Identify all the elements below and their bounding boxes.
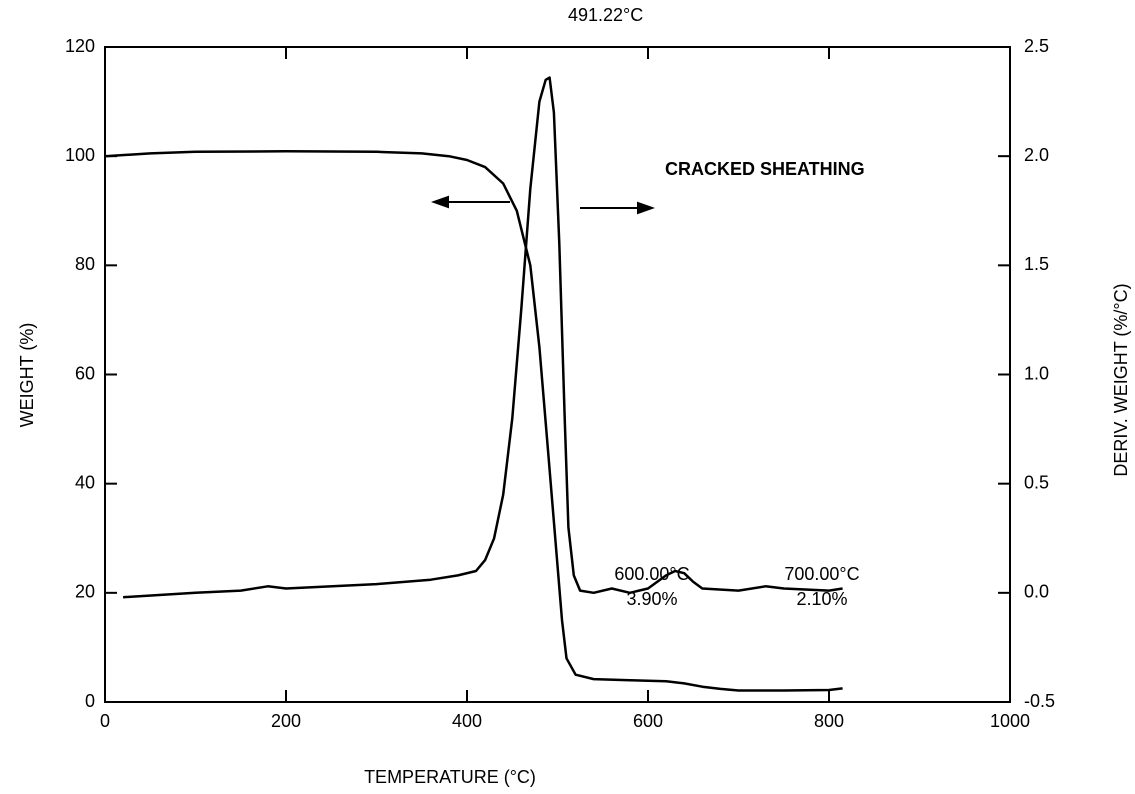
y2-axis-label: DERIV. WEIGHT (%/°C) [1111,283,1131,476]
y2-tick-label: 0.0 [1024,582,1049,602]
x-tick-label: 800 [814,711,844,731]
x-tick-label: 1000 [990,711,1030,731]
x-tick-label: 400 [452,711,482,731]
annotation: 600.00°C [614,564,689,584]
annotation: 700.00°C [784,564,859,584]
y-axis-label: WEIGHT (%) [17,323,37,428]
annotation: CRACKED SHEATHING [665,159,865,179]
y2-tick-label: -0.5 [1024,691,1055,711]
y2-tick-label: 0.5 [1024,472,1049,492]
y-tick-label: 60 [75,363,95,383]
x-axis-label: TEMPERATURE (°C) [364,767,536,787]
data-line [123,76,843,599]
y-tick-label: 0 [85,691,95,711]
x-tick-label: 600 [633,711,663,731]
y-tick-label: 80 [75,254,95,274]
y2-tick-label: 2.5 [1024,36,1049,56]
y-tick-label: 120 [65,36,95,56]
annotation: 2.10% [796,589,847,609]
y-tick-label: 40 [75,472,95,492]
y-tick-label: 20 [75,582,95,602]
arrows [431,195,655,215]
y-tick-label: 100 [65,145,95,165]
y2-tick-label: 1.5 [1024,254,1049,274]
y2-tick-label: 1.0 [1024,363,1049,383]
plot-frame [104,46,1011,703]
annotation: 3.90% [626,589,677,609]
x-tick-label: 200 [271,711,301,731]
data-line [104,150,843,692]
x-tick-label: 0 [100,711,110,731]
y2-tick-label: 2.0 [1024,145,1049,165]
annotation: 491.22°C [568,5,643,25]
